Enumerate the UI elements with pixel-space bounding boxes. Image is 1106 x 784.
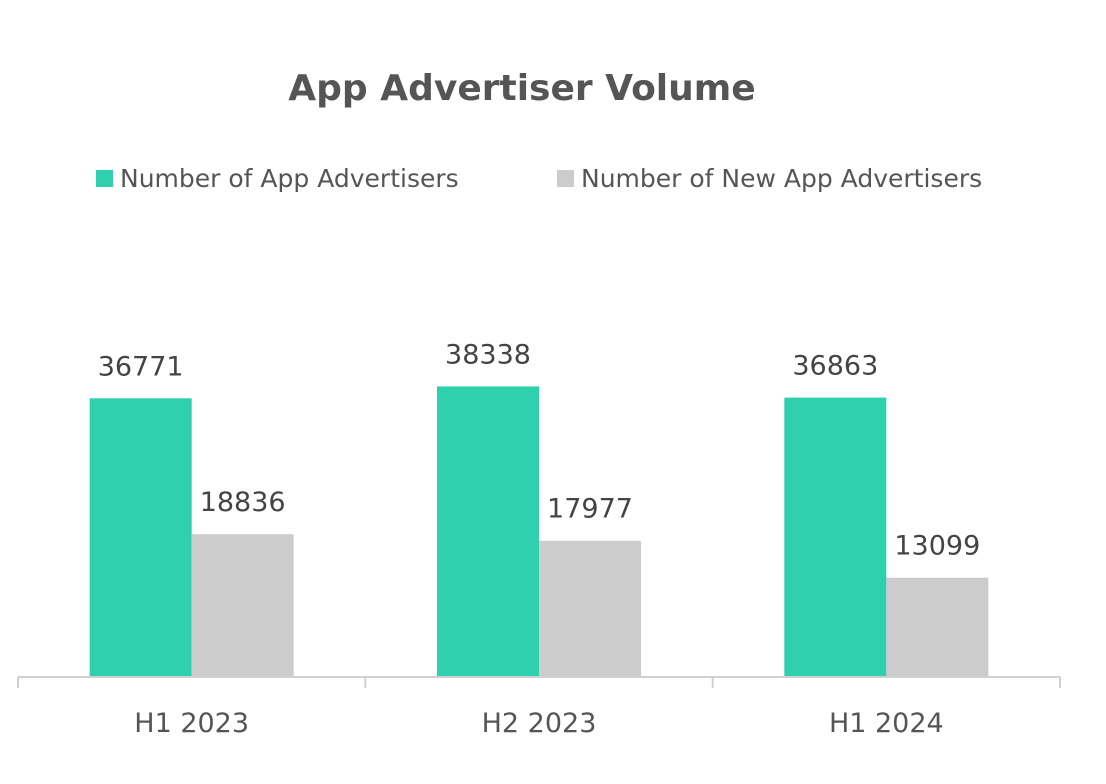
x-tick-label-0: H1 2023 xyxy=(134,708,249,739)
chart-title: App Advertiser Volume xyxy=(288,68,755,109)
legend-swatch-0 xyxy=(96,170,113,187)
x-tick-label-2: H1 2024 xyxy=(829,708,944,739)
data-label-0-2: 36863 xyxy=(792,351,878,382)
data-label-1-0: 18836 xyxy=(200,487,286,518)
bar-1-0 xyxy=(191,534,294,677)
bar-1-2 xyxy=(886,577,989,677)
x-axis: H1 2023 H2 2023 H1 2024 xyxy=(17,676,1061,739)
data-label-1-2: 13099 xyxy=(894,531,980,562)
data-label-0-1: 38338 xyxy=(445,339,531,370)
legend: Number of App Advertisers Number of New A… xyxy=(96,164,982,193)
data-label-1-1: 17977 xyxy=(547,494,633,525)
bar-0-0 xyxy=(89,398,192,677)
data-label-0-0: 36771 xyxy=(98,351,184,382)
x-tick-label-1: H2 2023 xyxy=(482,708,597,739)
bar-0-1 xyxy=(437,386,539,677)
bar-1-1 xyxy=(539,540,641,677)
legend-label-0: Number of App Advertisers xyxy=(120,164,459,193)
legend-label-1: Number of New App Advertisers xyxy=(581,164,982,193)
bars: 36771 18836 38338 17977 36863 13099 xyxy=(89,339,989,677)
bar-0-2 xyxy=(784,397,887,677)
legend-swatch-1 xyxy=(557,170,574,187)
